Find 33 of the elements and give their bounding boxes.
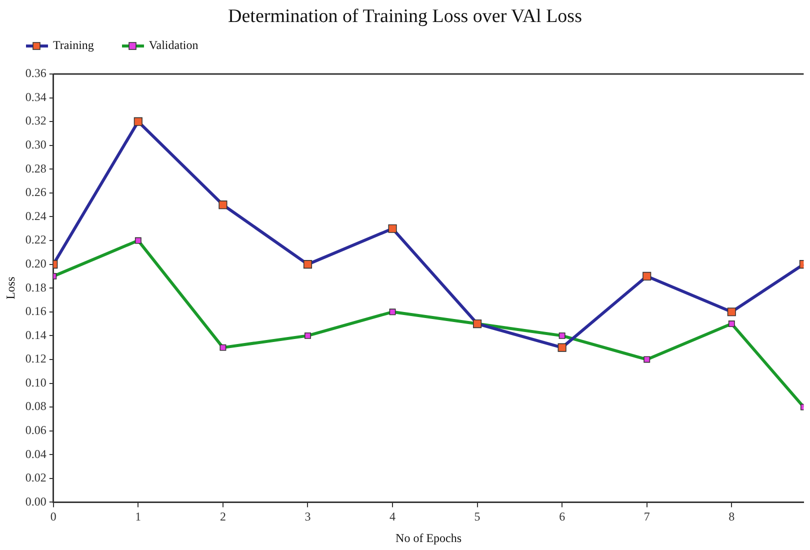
y-tick-label: 0.16 — [25, 304, 46, 318]
legend-label: Validation — [148, 38, 198, 53]
x-tick-label: 7 — [644, 510, 650, 524]
y-tick-label: 0.10 — [25, 375, 46, 390]
y-tick-label: 0.14 — [25, 328, 46, 342]
y-tick-label: 0.12 — [25, 352, 46, 366]
x-tick-label: 2 — [220, 510, 226, 524]
y-tick-label: 0.02 — [25, 470, 46, 485]
y-tick-label: 0.36 — [25, 66, 46, 80]
x-tick-label: 0 — [50, 510, 56, 524]
y-axis-title: Loss — [3, 276, 18, 300]
y-tick-label: 0.34 — [25, 90, 46, 104]
chart-title: Determination of Training Loss over VAl Loss — [227, 6, 583, 28]
y-tick-label: 0.00 — [25, 494, 46, 508]
y-tick-label: 0.30 — [25, 138, 46, 152]
x-tick-label: 3 — [304, 510, 311, 524]
x-tick-label: 8 — [728, 510, 735, 524]
x-tick-label: 6 — [559, 510, 566, 524]
x-tick-label: 5 — [474, 510, 480, 524]
y-tick-label: 0.32 — [25, 114, 46, 128]
x-tick-label: 1 — [135, 510, 142, 524]
x-axis-title: No of Epochs — [396, 530, 462, 545]
y-tick-label: 0.04 — [25, 446, 46, 461]
x-tick-label: 4 — [390, 510, 396, 524]
y-tick-label: 0.06 — [25, 422, 46, 437]
y-tick-label: 0.18 — [25, 280, 46, 294]
y-tick-label: 0.24 — [25, 208, 46, 223]
y-tick-label: 0.08 — [25, 399, 46, 414]
legend-label: Training — [53, 38, 94, 53]
y-tick-label: 0.20 — [25, 256, 46, 270]
y-tick-label: 0.28 — [25, 161, 46, 176]
y-tick-label: 0.26 — [25, 185, 46, 200]
y-tick-label: 0.22 — [25, 232, 46, 247]
